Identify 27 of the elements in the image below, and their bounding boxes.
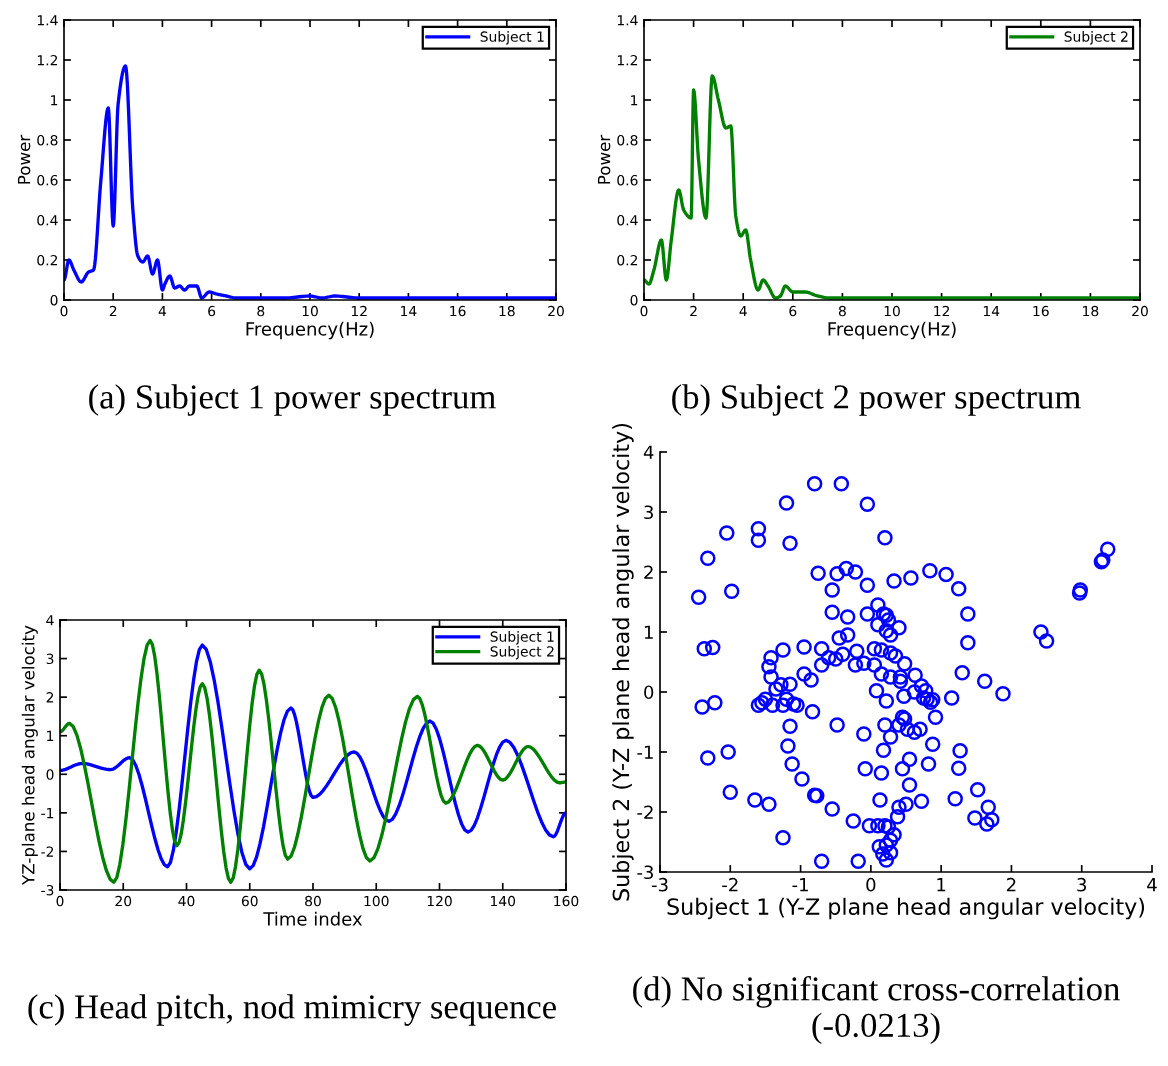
x-axis-title: Frequency(Hz): [828, 321, 956, 340]
x-tick-label: 4: [1147, 878, 1157, 892]
x-axis-title: Frequency(Hz): [246, 321, 374, 340]
text: (a) Subject 1 power spectrum: [89, 384, 496, 416]
y-axis-title: Power: [597, 134, 611, 184]
y-axis-title: YZ-plane head angular velocity: [21, 625, 38, 885]
y-tick-label: 0: [644, 685, 654, 700]
x-tick-label: -1: [792, 878, 808, 892]
text: (d) No significant cross-correlation (-0.0213): [633, 975, 1120, 1045]
x-axis-title: Time index: [263, 911, 363, 926]
x-axis-title: Subject 1 (Y-Z plane head angular velocity): [667, 897, 1145, 920]
y-tick-label: -2: [637, 805, 653, 819]
text: (c) Head pitch, nod mimicry sequence: [28, 994, 556, 1026]
y-tick-label: -3: [637, 865, 653, 880]
x-tick-label: 1: [937, 878, 946, 892]
x-tick-label: 3: [1077, 877, 1087, 892]
y-axis-title: Power: [17, 134, 31, 184]
y-tick-label: -1: [637, 745, 653, 759]
y-axis-title: Subject 2 (Y-Z plane head angular velocity): [612, 423, 634, 901]
x-tick-label: -2: [722, 877, 738, 892]
y-tick-label: 4: [643, 445, 654, 459]
y-tick-label: 3: [644, 505, 653, 520]
y-tick-label: 2: [644, 565, 653, 579]
x-tick-label: 0: [866, 877, 876, 892]
text: (b) Subject 2 power spectrum: [672, 384, 1081, 416]
y-tick-label: 1: [644, 625, 653, 639]
x-tick-label: 2: [1007, 877, 1016, 892]
